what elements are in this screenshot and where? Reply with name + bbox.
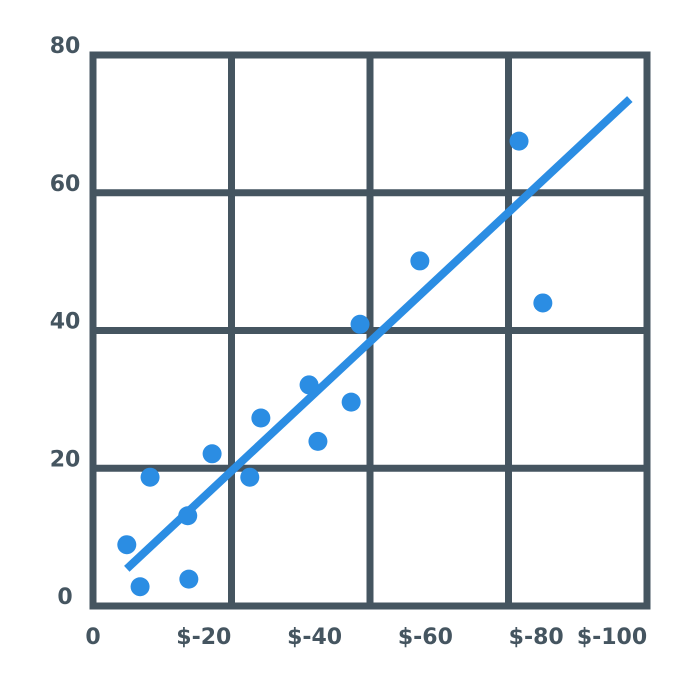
data-point [178, 506, 198, 526]
x-tick-label: $-40 [287, 625, 342, 650]
data-point [179, 569, 199, 589]
data-point [140, 467, 160, 487]
y-tick-label: 60 [50, 172, 81, 197]
data-point [533, 293, 553, 313]
data-point [202, 444, 222, 464]
data-point [240, 467, 260, 487]
data-point [509, 131, 529, 151]
x-tick-label: $-80 [509, 625, 564, 650]
data-point [251, 408, 271, 428]
y-tick-label: 20 [50, 447, 81, 472]
x-tick-label: $-20 [176, 625, 231, 650]
data-point [341, 392, 361, 412]
x-tick-label: 0 [85, 625, 100, 650]
data-point [130, 577, 150, 597]
x-tick-label: $-60 [398, 625, 453, 650]
data-point [410, 251, 430, 271]
data-point [350, 314, 370, 334]
trend-line [124, 96, 633, 572]
data-point [299, 375, 319, 395]
y-tick-label: 0 [57, 585, 72, 610]
y-tick-label: 80 [50, 34, 81, 59]
y-tick-label: 40 [50, 310, 81, 335]
data-point [308, 431, 328, 451]
x-tick-label: $-100 [577, 625, 647, 650]
data-point [117, 535, 137, 555]
